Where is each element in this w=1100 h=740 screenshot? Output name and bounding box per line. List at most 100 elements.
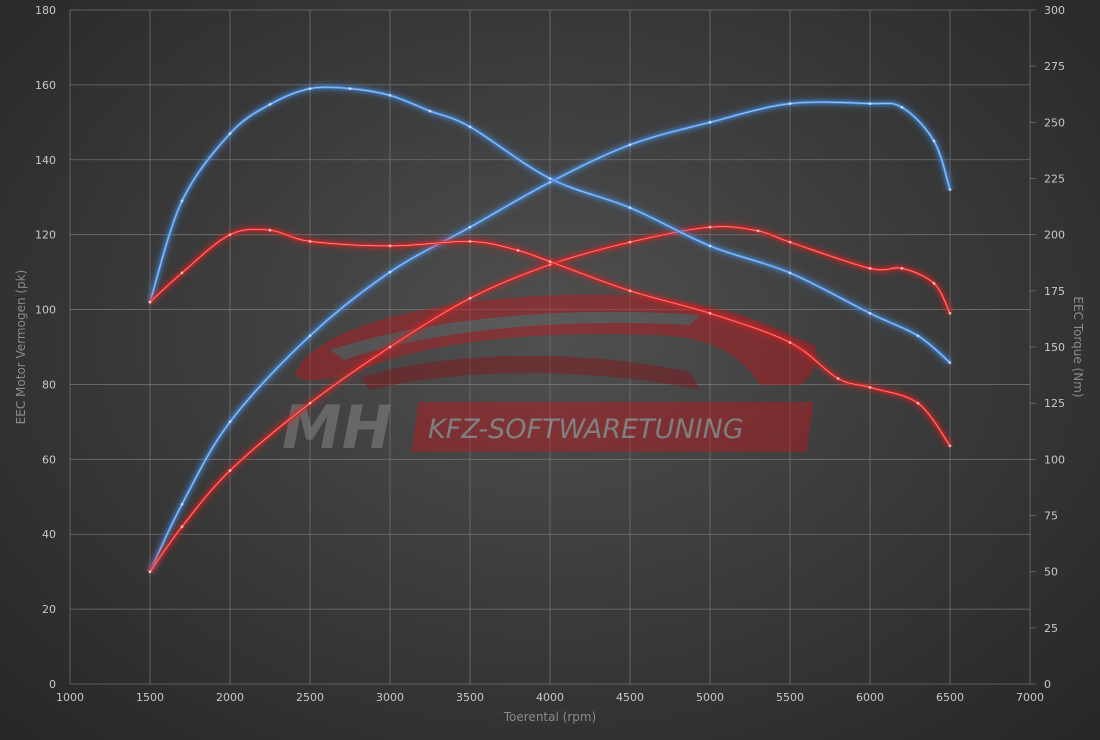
series-point bbox=[228, 469, 232, 472]
y-right-tick-label: 300 bbox=[1044, 4, 1065, 17]
series-point bbox=[228, 233, 232, 237]
series-line-highlight bbox=[149, 228, 951, 447]
series-point bbox=[348, 87, 352, 91]
series-point bbox=[308, 334, 312, 338]
series-point bbox=[900, 105, 904, 109]
y-left-tick-label: 100 bbox=[35, 304, 56, 317]
x-tick-label: 2500 bbox=[296, 691, 324, 704]
series-point bbox=[228, 420, 232, 424]
series-point bbox=[788, 271, 792, 275]
tick-labels: 1000 1500 2000 2500 3000 3500 4000 4500 5000 5500… bbox=[35, 4, 1065, 704]
series-point bbox=[948, 444, 952, 448]
series-point bbox=[836, 377, 840, 380]
series-point bbox=[932, 139, 936, 143]
y-right-tick-label: 125 bbox=[1044, 397, 1065, 410]
series-point bbox=[468, 225, 472, 229]
series-point bbox=[308, 240, 312, 243]
series-point bbox=[148, 300, 152, 304]
series-point bbox=[628, 240, 632, 244]
grid bbox=[69, 9, 1036, 685]
y-right-tick-label: 150 bbox=[1044, 341, 1065, 354]
x-tick-label: 6500 bbox=[936, 691, 964, 704]
y-right-tick-label: 250 bbox=[1044, 116, 1065, 129]
series-point bbox=[180, 502, 184, 506]
x-tick-label: 5000 bbox=[696, 691, 724, 704]
x-tick-label: 2000 bbox=[216, 691, 244, 704]
series-point bbox=[548, 177, 552, 180]
x-tick-label: 3500 bbox=[456, 691, 484, 704]
series-point bbox=[548, 260, 552, 264]
y-left-tick-label: 140 bbox=[35, 154, 56, 167]
series-point bbox=[932, 281, 936, 285]
series-point bbox=[468, 240, 472, 243]
x-tick-label: 1500 bbox=[136, 691, 164, 704]
series-point bbox=[308, 87, 312, 91]
series-point bbox=[868, 266, 872, 270]
series-line-highlight bbox=[149, 86, 951, 363]
y-left-tick-label: 40 bbox=[42, 528, 56, 541]
series-point bbox=[788, 102, 792, 106]
series-point bbox=[948, 311, 952, 315]
series-line-highlight bbox=[149, 101, 951, 572]
series-group bbox=[146, 83, 954, 574]
series-point bbox=[468, 296, 472, 300]
y-left-tick-label: 120 bbox=[35, 229, 56, 242]
y-right-tick-label: 0 bbox=[1044, 678, 1051, 691]
series-point bbox=[388, 270, 392, 274]
y-left-tick-label: 160 bbox=[35, 79, 56, 92]
series-point bbox=[428, 109, 432, 113]
y-right-tick-label: 200 bbox=[1044, 229, 1065, 242]
series-point bbox=[788, 240, 792, 244]
series-point bbox=[628, 289, 632, 293]
y-left-tick-label: 80 bbox=[42, 378, 56, 391]
series-point bbox=[916, 334, 920, 338]
series-point bbox=[268, 228, 272, 232]
series-point bbox=[180, 199, 184, 203]
watermark-mh: MH bbox=[282, 393, 392, 463]
series-point bbox=[916, 401, 920, 405]
series-point bbox=[708, 244, 712, 248]
y-right-tick-label: 75 bbox=[1044, 510, 1058, 523]
x-tick-label: 6000 bbox=[856, 691, 884, 704]
series-point bbox=[180, 271, 184, 275]
series-point bbox=[868, 102, 872, 106]
y-right-tick-label: 175 bbox=[1044, 285, 1065, 298]
series-point bbox=[468, 125, 472, 129]
x-tick-label: 4000 bbox=[536, 691, 564, 704]
x-axis-title: Toerental (rpm) bbox=[503, 710, 596, 724]
series-point bbox=[388, 93, 392, 97]
y-axis-left-title: EEC Motor Vermogen (pk) bbox=[14, 270, 28, 425]
y-right-tick-label: 25 bbox=[1044, 622, 1058, 635]
series-point bbox=[948, 361, 952, 365]
series-point bbox=[708, 311, 712, 315]
y-left-tick-label: 180 bbox=[35, 4, 56, 17]
series-point bbox=[868, 386, 872, 389]
y-left-tick-label: 60 bbox=[42, 453, 56, 466]
series-point bbox=[308, 401, 312, 405]
y-axis-right-title: EEC Torque (Nm) bbox=[1071, 296, 1085, 397]
x-tick-label: 7000 bbox=[1016, 691, 1044, 704]
y-right-tick-label: 275 bbox=[1044, 60, 1065, 73]
y-right-tick-label: 100 bbox=[1044, 453, 1065, 466]
series-point bbox=[180, 525, 184, 529]
series-point bbox=[948, 188, 952, 192]
series-point bbox=[228, 132, 232, 135]
x-tick-label: 4500 bbox=[616, 691, 644, 704]
y-right-tick-label: 50 bbox=[1044, 566, 1058, 579]
series-point bbox=[756, 229, 760, 233]
series-point bbox=[628, 206, 632, 210]
series-point bbox=[628, 143, 632, 147]
series-point bbox=[388, 244, 392, 248]
series-point bbox=[268, 102, 272, 106]
series-point bbox=[708, 225, 712, 229]
series-point bbox=[868, 311, 872, 315]
series-point bbox=[708, 120, 712, 124]
series-point bbox=[900, 266, 904, 270]
y-left-tick-label: 0 bbox=[49, 678, 56, 691]
series-point bbox=[788, 341, 792, 344]
watermark-text: KFZ-SOFTWARETUNING bbox=[428, 414, 744, 445]
series-point bbox=[388, 345, 392, 349]
x-tick-label: 1000 bbox=[56, 691, 84, 704]
